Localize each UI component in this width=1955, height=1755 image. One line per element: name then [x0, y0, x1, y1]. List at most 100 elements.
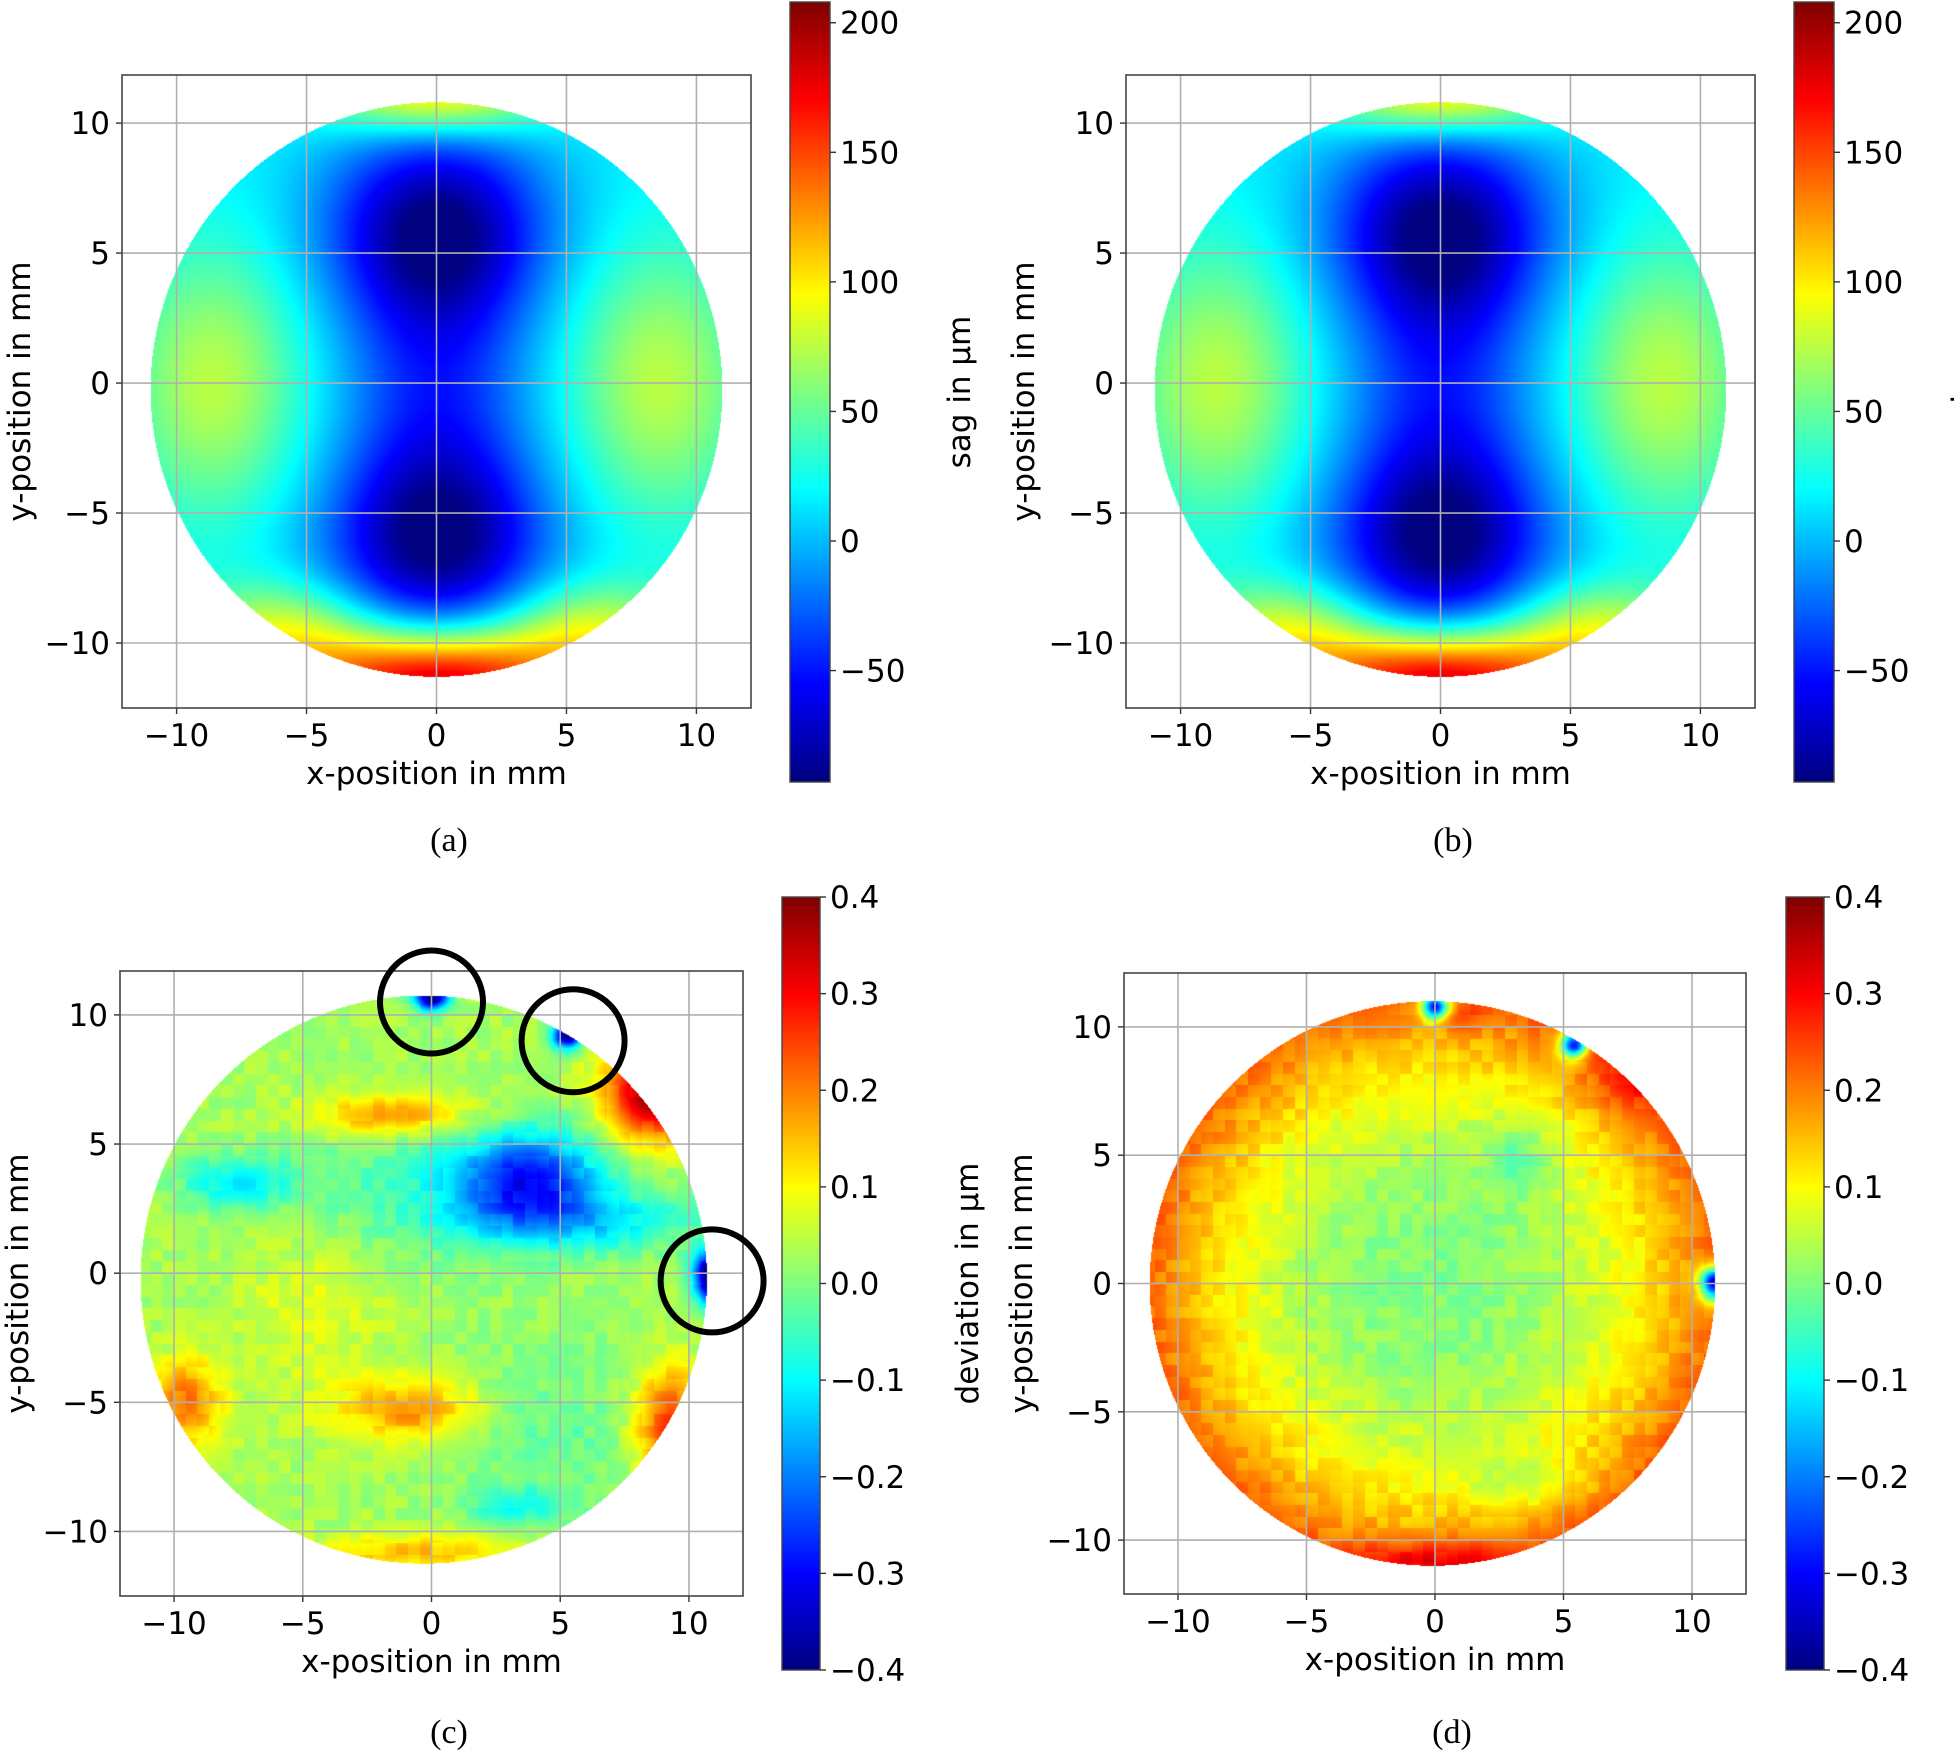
- colorbar-tick-label: −0.2: [1834, 1460, 1909, 1496]
- colorbar-tick-label: −0.4: [830, 1653, 905, 1689]
- colorbar-tick-label: 0.3: [1834, 977, 1883, 1013]
- y-tick-label: −10: [45, 626, 110, 662]
- y-tick-label: −5: [64, 496, 110, 532]
- y-axis-label: y-position in mm: [1006, 261, 1042, 521]
- colorbar-tick-label: 0.1: [830, 1170, 879, 1206]
- annotation-circle: [377, 947, 486, 1057]
- colorbar-tick-label: 0.1: [1834, 1170, 1883, 1206]
- plot-frame: [1123, 972, 1747, 1595]
- colorbar-frame: [1785, 896, 1825, 1671]
- colorbar-tick-label: 0.4: [830, 880, 879, 916]
- y-tick-label: 5: [1094, 236, 1114, 272]
- colorbar-tick-label: 0.0: [1834, 1267, 1883, 1303]
- caption-a: (a): [430, 822, 468, 859]
- x-tick-label: −5: [1288, 718, 1334, 754]
- colorbar-frame: [781, 896, 821, 1671]
- y-tick-label: 5: [1092, 1138, 1112, 1174]
- colorbar-tick-label: 0: [840, 524, 860, 560]
- x-tick-label: 5: [557, 718, 577, 754]
- x-axis-label: x-position in mm: [306, 756, 567, 792]
- colorbar-tick-label: 0.2: [1834, 1073, 1883, 1109]
- colorbar-tick-label: −50: [840, 654, 905, 690]
- colorbar-tick-label: 150: [1844, 135, 1903, 171]
- x-tick-label: −10: [1145, 1604, 1210, 1640]
- x-tick-label: 0: [1425, 1604, 1445, 1640]
- colorbar-tick-label: 200: [1844, 6, 1903, 42]
- colorbar-d: [1786, 897, 1824, 1670]
- caption-c: (c): [430, 1714, 468, 1751]
- x-tick-label: 0: [427, 718, 447, 754]
- plot-frame: [1125, 74, 1756, 709]
- y-tick-label: −10: [1049, 626, 1114, 662]
- colorbar-tick-label: −0.3: [1834, 1556, 1909, 1592]
- x-tick-label: −10: [141, 1606, 206, 1642]
- plot-frame: [121, 74, 752, 709]
- colorbar-tick-label: −0.1: [830, 1363, 905, 1399]
- y-tick-label: −10: [43, 1514, 108, 1550]
- colorbar-tick-label: 0.2: [830, 1073, 879, 1109]
- y-tick-label: 0: [1092, 1267, 1112, 1303]
- y-tick-label: 10: [69, 998, 108, 1034]
- colorbar-tick-label: 0.3: [830, 977, 879, 1013]
- y-tick-label: 10: [1075, 106, 1114, 142]
- y-axis-label: y-position in mm: [0, 1153, 36, 1413]
- colorbar-tick-label: 0: [1844, 524, 1864, 560]
- y-tick-label: 0: [90, 366, 110, 402]
- colorbar-label: deviation in µm: [950, 1163, 986, 1405]
- x-tick-label: 10: [669, 1606, 708, 1642]
- x-tick-label: −5: [1284, 1604, 1330, 1640]
- y-tick-label: 0: [1094, 366, 1114, 402]
- axes-d: −10 −5 0 5 10 −10 −5 0 5 10 x-position in mm y-posi…: [1004, 880, 1955, 1689]
- axes-c: −10 −5 0 5 10 −10 −5 0 5 10 x-position in mm y-posi…: [0, 880, 986, 1689]
- panel-c: −10 −5 0 5 10 −10 −5 0 5 10 x-position in mm y-posi…: [0, 880, 990, 1755]
- colorbar-tick-label: 100: [1844, 265, 1903, 301]
- x-tick-label: 5: [550, 1606, 570, 1642]
- x-tick-label: 5: [1554, 1604, 1574, 1640]
- annotation-circle: [657, 1226, 767, 1336]
- y-axis-label: y-position in mm: [1004, 1153, 1040, 1413]
- panel-d: −10 −5 0 5 10 −10 −5 0 5 10 x-position in mm y-posi…: [1004, 880, 1955, 1755]
- y-tick-label: −5: [1066, 1395, 1112, 1431]
- colorbar-tick-label: −0.3: [830, 1556, 905, 1592]
- colorbar-tick-label: −0.1: [1834, 1363, 1909, 1399]
- x-tick-label: 10: [1681, 718, 1720, 754]
- colorbar-b: [1794, 2, 1834, 782]
- x-axis-label: x-position in mm: [1310, 756, 1571, 792]
- colorbar-tick-label: 0.0: [830, 1267, 879, 1303]
- colorbar-label: sag in µm: [1946, 316, 1955, 469]
- x-tick-label: −5: [284, 718, 330, 754]
- x-tick-label: −10: [1148, 718, 1213, 754]
- colorbar-a: [790, 2, 830, 782]
- y-tick-label: −5: [62, 1385, 108, 1421]
- colorbar-tick-label: −0.2: [830, 1460, 905, 1496]
- colorbar-tick-label: 0.4: [1834, 880, 1883, 916]
- x-axis-label: x-position in mm: [301, 1644, 562, 1680]
- y-tick-label: 5: [88, 1127, 108, 1163]
- colorbar-tick-label: 50: [1844, 394, 1883, 430]
- colorbar-frame: [789, 1, 831, 783]
- colorbar-tick-label: 200: [840, 6, 899, 42]
- y-tick-label: 0: [88, 1256, 108, 1292]
- y-tick-label: 10: [71, 106, 110, 142]
- colorbar-tick-label: 100: [840, 265, 899, 301]
- colorbar-tick-label: 150: [840, 135, 899, 171]
- y-axis-label: y-position in mm: [2, 261, 38, 521]
- x-tick-label: −10: [144, 718, 209, 754]
- x-tick-label: 10: [1672, 1604, 1711, 1640]
- colorbar-frame: [1793, 1, 1835, 783]
- y-tick-label: −5: [1068, 496, 1114, 532]
- panel-a: −10 −5 0 5 10 −10 −5 0 5 10 x-position in mm y-posi…: [0, 0, 990, 880]
- annotation-circle: [518, 986, 628, 1096]
- colorbar-tick-label: −0.4: [1834, 1653, 1909, 1689]
- x-tick-label: 5: [1561, 718, 1581, 754]
- caption-b: (b): [1433, 822, 1473, 859]
- y-tick-label: 10: [1073, 1010, 1112, 1046]
- panel-b: −10 −5 0 5 10 −10 −5 0 5 10 x-position in mm y-posi…: [1004, 0, 1955, 880]
- y-tick-label: 5: [90, 236, 110, 272]
- x-tick-label: 0: [422, 1606, 442, 1642]
- colorbar-tick-label: 50: [840, 394, 879, 430]
- colorbar-tick-label: −50: [1844, 654, 1909, 690]
- plot-frame: [119, 970, 744, 1597]
